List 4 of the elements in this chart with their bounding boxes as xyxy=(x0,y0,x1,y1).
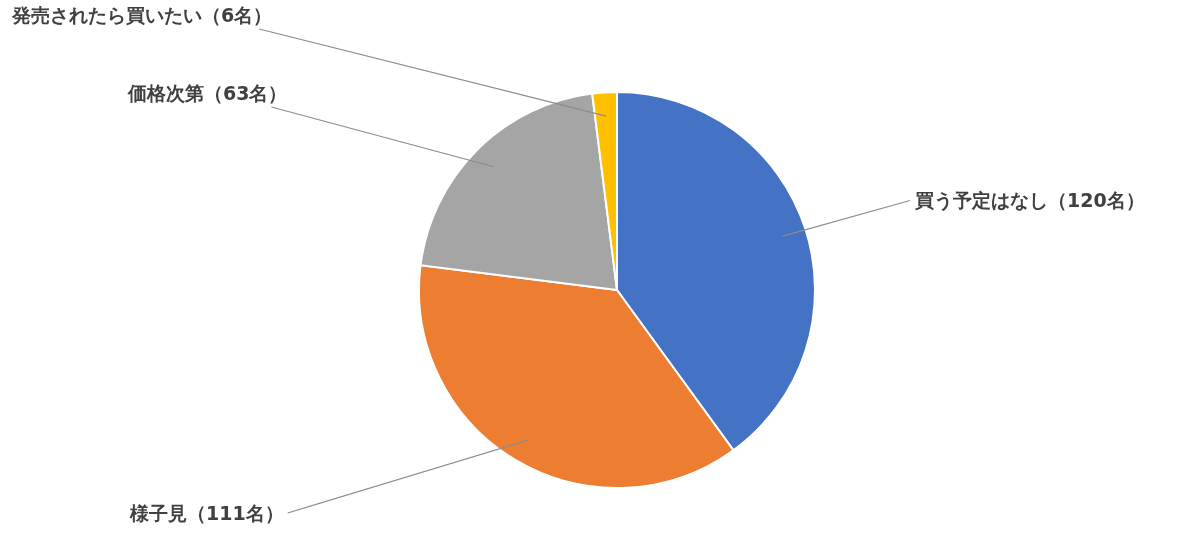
slice-label: 様子見（111名） xyxy=(129,502,284,524)
slice-label: 発売されたら買いたい（6名） xyxy=(11,4,273,26)
slice-label: 価格次第（63名） xyxy=(127,82,288,104)
slice-label: 買う予定はなし（120名） xyxy=(914,189,1145,212)
